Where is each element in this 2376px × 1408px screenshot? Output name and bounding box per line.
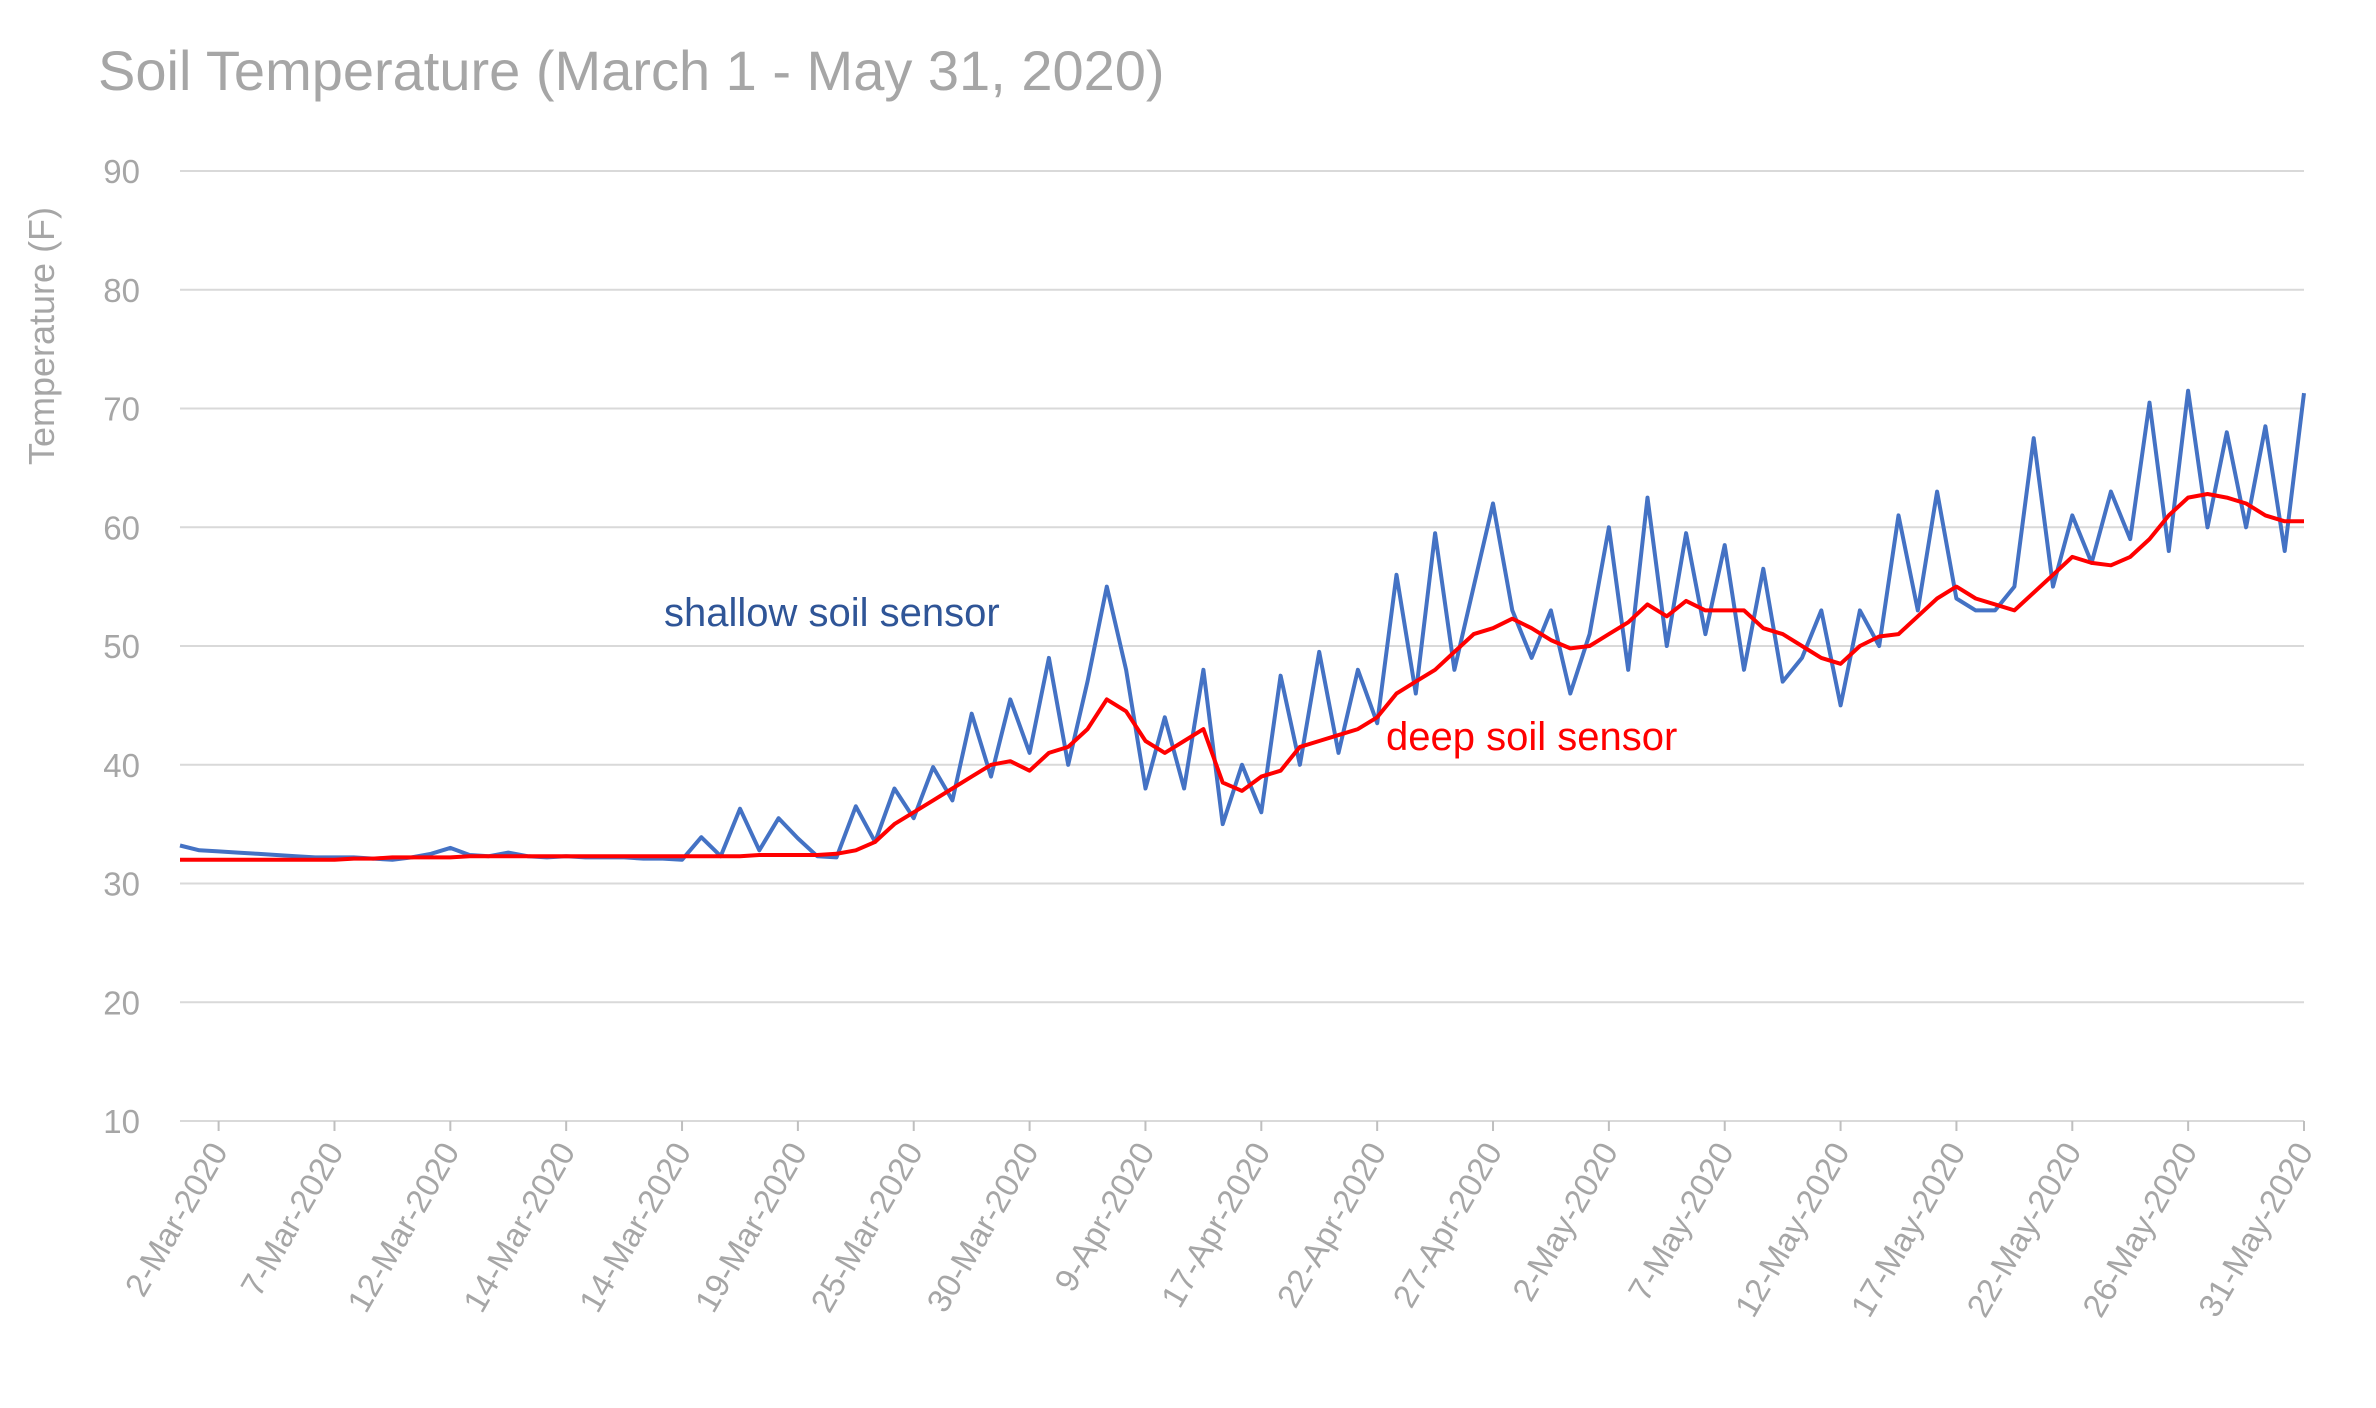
y-tick-label: 30 <box>103 866 140 903</box>
y-tick-label: 70 <box>103 391 140 428</box>
x-tick-label: 25-Mar-2020 <box>803 1136 930 1318</box>
y-tick-label: 60 <box>103 509 140 546</box>
y-tick-label: 90 <box>103 153 140 190</box>
x-tick-label: 12-May-2020 <box>1727 1136 1856 1323</box>
y-tick-label: 10 <box>103 1103 140 1140</box>
x-tick-label: 17-Apr-2020 <box>1154 1136 1278 1313</box>
y-tick-label: 20 <box>103 984 140 1021</box>
x-tick-label: 2-May-2020 <box>1505 1136 1625 1307</box>
x-tick-label: 14-Mar-2020 <box>456 1136 583 1318</box>
x-tick-label: 17-May-2020 <box>1843 1136 1972 1323</box>
x-tick-label: 22-Apr-2020 <box>1269 1136 1393 1313</box>
x-tick-label: 7-Mar-2020 <box>233 1136 350 1302</box>
chart-title: Soil Temperature (March 1 - May 31, 2020… <box>98 39 1165 102</box>
y-tick-label: 50 <box>103 628 140 665</box>
x-tick-label: 2-Mar-2020 <box>117 1136 234 1302</box>
x-tick-label: 9-Apr-2020 <box>1047 1136 1162 1297</box>
x-tick-label: 19-Mar-2020 <box>687 1136 814 1318</box>
x-tick-label: 7-May-2020 <box>1621 1136 1741 1307</box>
x-tick-label: 26-May-2020 <box>2075 1136 2204 1323</box>
x-tick-label: 22-May-2020 <box>1959 1136 2088 1323</box>
x-tick-label: 14-Mar-2020 <box>572 1136 699 1318</box>
x-tick-label: 27-Apr-2020 <box>1385 1136 1509 1313</box>
series-line <box>180 492 2304 862</box>
x-tick-label: 12-Mar-2020 <box>340 1136 467 1318</box>
y-tick-label: 80 <box>103 272 140 309</box>
x-tick-label: 30-Mar-2020 <box>919 1136 1046 1318</box>
y-tick-label: 40 <box>103 747 140 784</box>
series-label: deep soil sensor <box>1386 715 1677 759</box>
x-tick-label: 31-May-2020 <box>2191 1136 2320 1323</box>
series-label: shallow soil sensor <box>664 591 1000 635</box>
y-axis-label: Temperature (F) <box>21 207 62 465</box>
